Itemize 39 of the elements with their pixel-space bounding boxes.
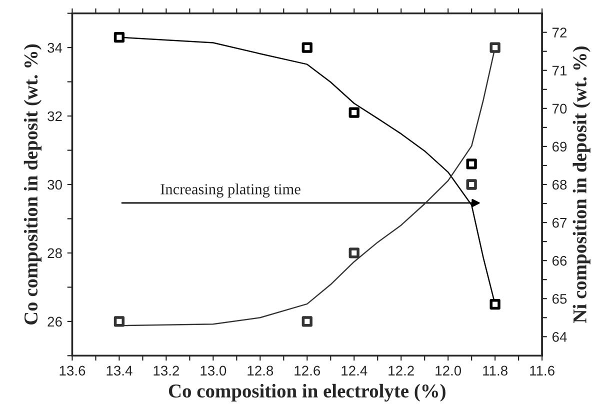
- y2-tick-label: 69: [552, 142, 567, 152]
- x-tick-label: 11.8: [483, 366, 508, 376]
- y2-tick-label: 66: [552, 256, 567, 266]
- x-tick-label: 13.6: [60, 366, 86, 376]
- y-tick-label: 34: [48, 42, 62, 53]
- y-axis-title: Co composition in deposit (wt. %): [24, 44, 42, 325]
- point: [114, 32, 125, 43]
- y2-tick-label: 64: [552, 332, 567, 342]
- y2-tick-label: 68: [552, 180, 567, 190]
- point: [466, 179, 477, 190]
- y-tick-label: 26: [48, 316, 62, 327]
- x-tick-label: 12.6: [294, 366, 320, 376]
- point: [302, 316, 312, 327]
- x-axis-title: Co composition in electrolyte (%): [168, 384, 446, 402]
- point: [114, 316, 125, 327]
- point: [348, 248, 360, 258]
- x-tick-label: 12.2: [388, 366, 414, 376]
- point: [302, 42, 312, 53]
- point: [490, 299, 500, 310]
- y2-axis-title: Ni composition in deposit (wt. %): [572, 46, 590, 323]
- y-tick-label: 30: [48, 180, 62, 190]
- x-tick-label: 12.4: [342, 366, 368, 376]
- x-tick-label: 11.6: [530, 366, 554, 376]
- y-tick-label: 32: [48, 111, 62, 122]
- y2-tick-label: 67: [552, 218, 567, 228]
- x-tick-label: 12.0: [436, 366, 462, 376]
- x-tick-label: 13.2: [154, 366, 180, 376]
- y2-tick-label: 65: [552, 294, 567, 304]
- y-tick-label: 28: [48, 248, 62, 258]
- point: [348, 107, 360, 118]
- point: [466, 158, 477, 170]
- annotation: Increasing plating time: [160, 184, 300, 198]
- point: [490, 42, 500, 53]
- x-tick-label: 13.0: [200, 366, 226, 376]
- y2-tick-label: 70: [552, 104, 567, 114]
- x-tick-label: 13.4: [106, 366, 132, 376]
- y2-tick-label: 71: [552, 66, 567, 76]
- y2-tick-label: 72: [552, 28, 567, 38]
- x-tick-label: 12.8: [248, 366, 274, 376]
